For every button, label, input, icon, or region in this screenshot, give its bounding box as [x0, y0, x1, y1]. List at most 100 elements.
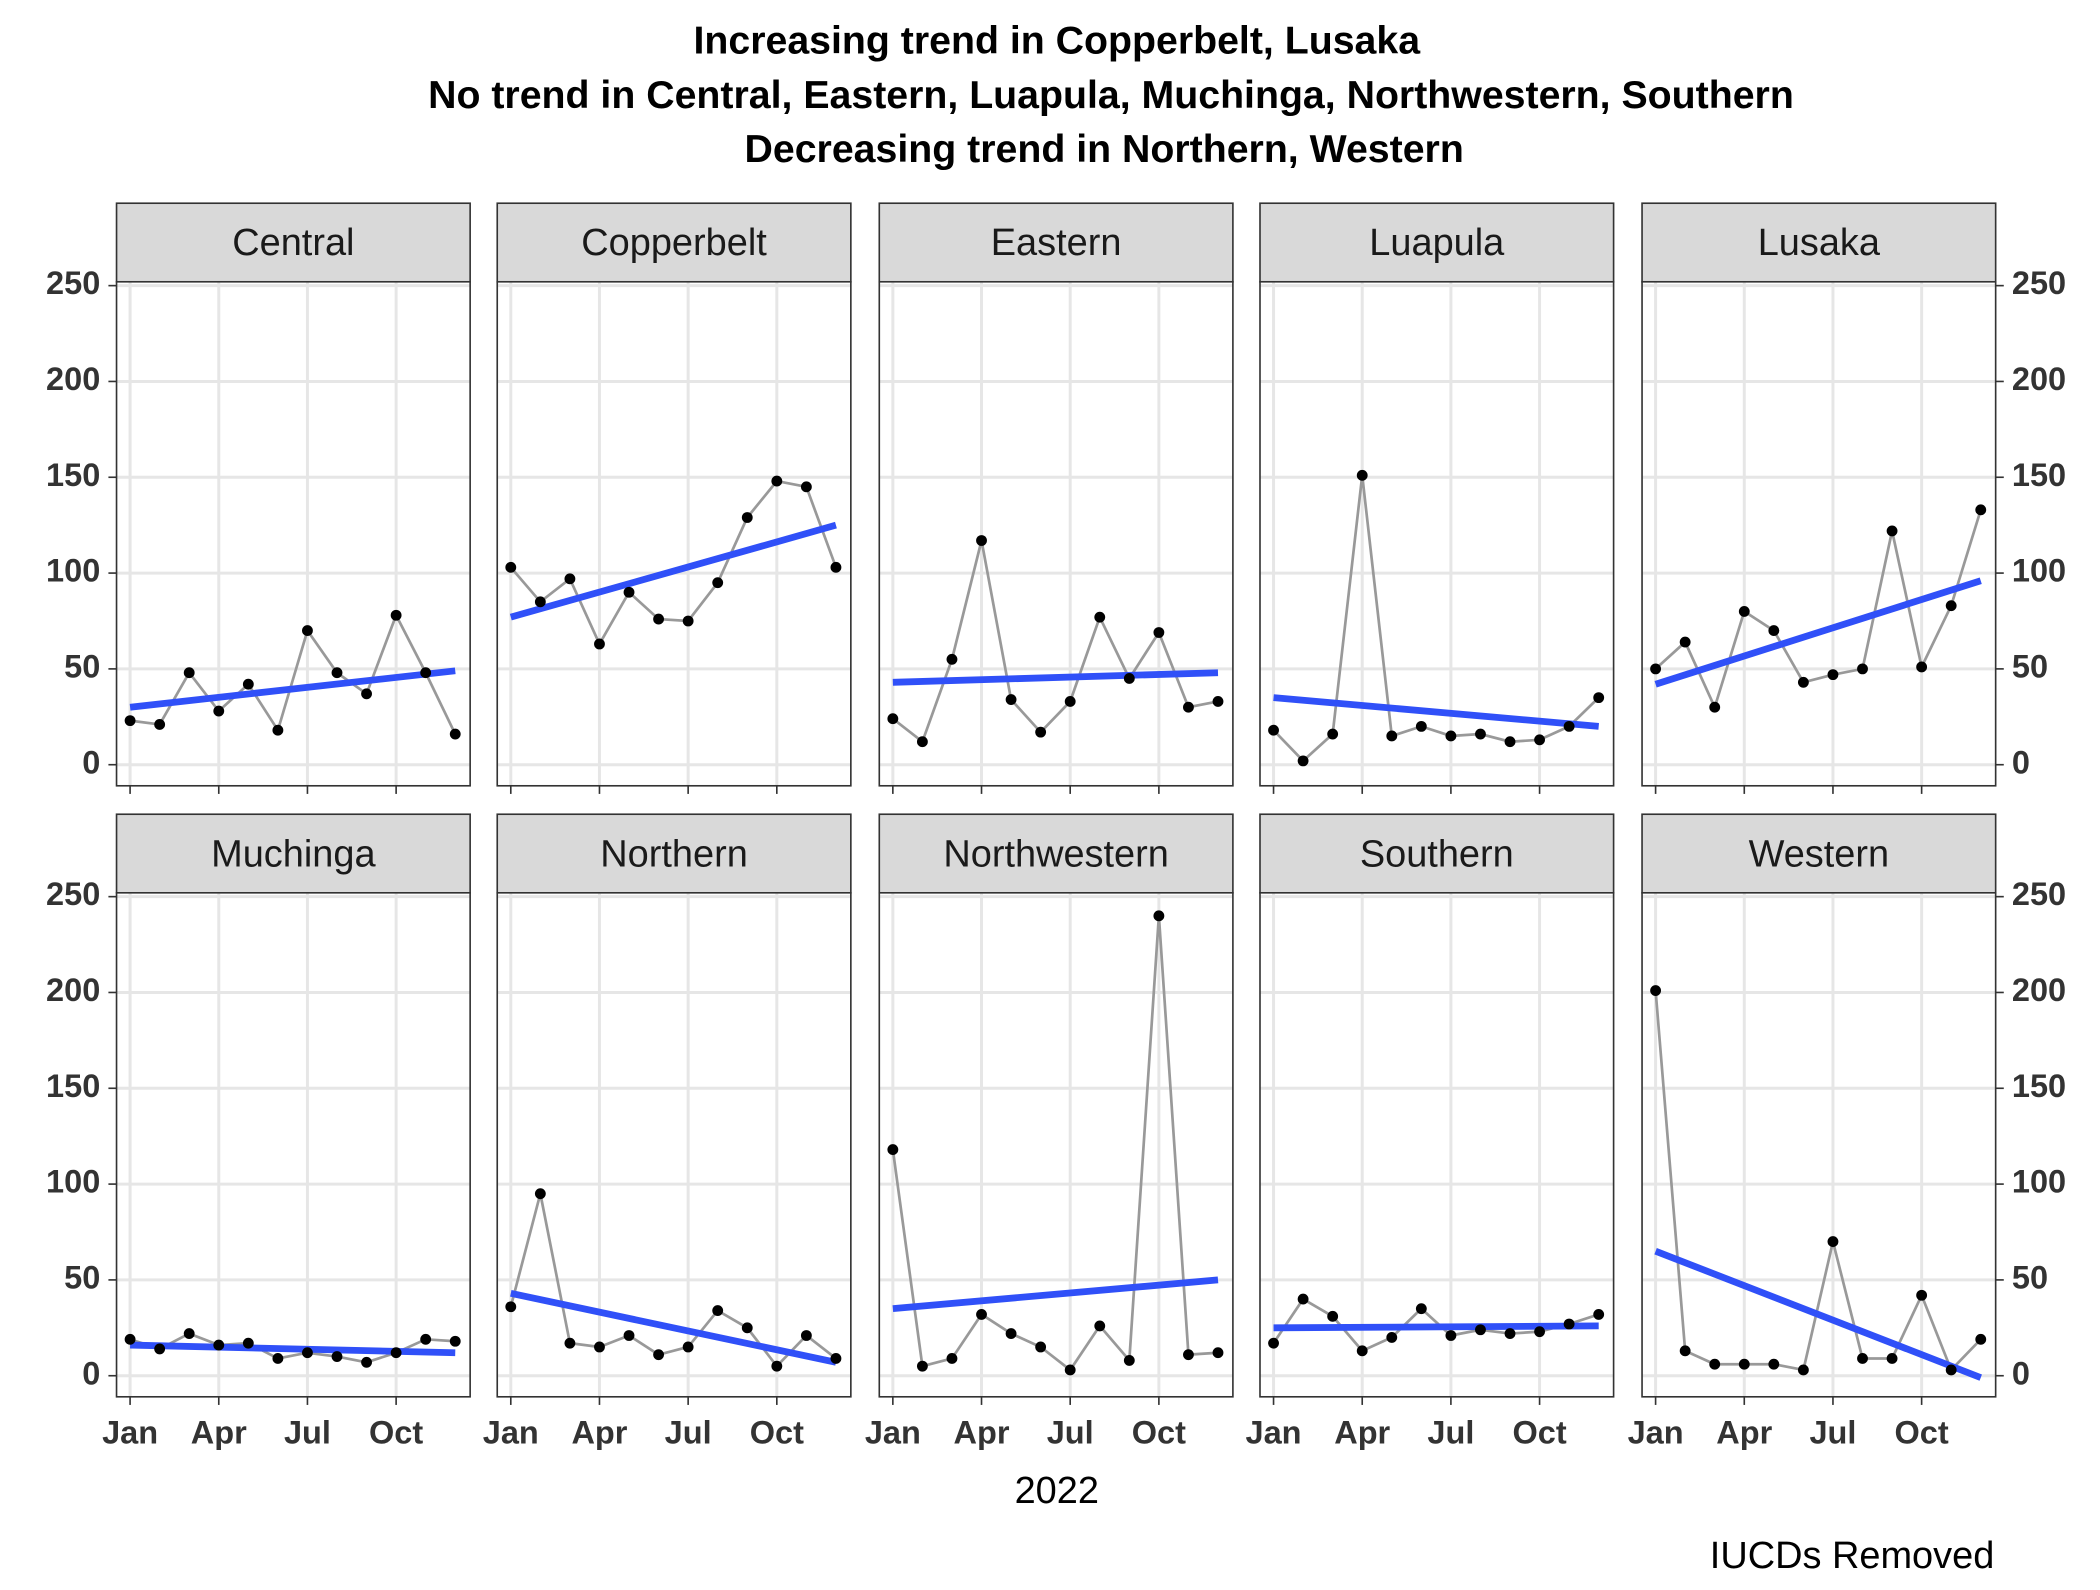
data-point	[331, 667, 343, 679]
data-point	[534, 596, 546, 608]
data-point	[1445, 1330, 1457, 1341]
y-tick-label: 50	[64, 1260, 100, 1296]
data-point	[242, 678, 254, 690]
strip	[496, 813, 852, 894]
data-point	[771, 475, 783, 487]
data-point	[594, 638, 605, 650]
data-point	[361, 688, 372, 700]
strip	[115, 813, 471, 894]
data-point	[976, 1308, 987, 1320]
data-point	[361, 1356, 372, 1368]
y-tick-label: 250	[46, 265, 100, 301]
data-point	[390, 1347, 402, 1359]
data-point	[916, 1360, 928, 1372]
y-tick-label: 0	[82, 744, 100, 780]
data-point	[331, 1351, 343, 1362]
y-tick-label: 150	[46, 1068, 100, 1104]
y-tick-label: 150	[2012, 1068, 2066, 1104]
data-point	[154, 719, 166, 730]
strip-label: Northern	[600, 833, 748, 875]
data-point	[1650, 663, 1662, 675]
panel-border	[1641, 280, 1997, 787]
data-point	[1327, 1310, 1339, 1322]
x-tick-label: Apr	[1716, 1414, 1772, 1450]
data-point	[1916, 1289, 1928, 1301]
data-point	[800, 481, 812, 493]
x-tick-label: Jan	[1246, 1414, 1302, 1450]
y-tick-label: 250	[46, 876, 100, 912]
data-point	[390, 609, 402, 621]
data-point	[1593, 1308, 1605, 1320]
y-tick-label: 0	[2012, 1355, 2030, 1391]
data-point	[1886, 1353, 1898, 1364]
x-tick-label: Jul	[284, 1414, 331, 1450]
panel	[1642, 892, 1996, 1397]
y-tick-label: 100	[46, 1164, 100, 1200]
data-point	[1534, 734, 1545, 746]
y-tick-label: 100	[2012, 1164, 2066, 1200]
data-point	[653, 613, 665, 625]
trend-line	[1654, 577, 1982, 688]
panel-border	[878, 280, 1234, 787]
data-point	[1356, 469, 1368, 481]
panel	[116, 892, 471, 1397]
data-point	[623, 1330, 635, 1341]
data-point	[1886, 525, 1898, 537]
y-tick-label: 150	[46, 457, 100, 493]
data-point	[682, 615, 694, 627]
data-point	[916, 736, 928, 748]
data-point	[272, 724, 284, 736]
data-point	[1945, 1364, 1957, 1376]
panel-border	[878, 892, 1234, 1398]
y-tick-label: 0	[2012, 744, 2030, 780]
data-point	[1183, 1349, 1194, 1361]
data-point	[1475, 1324, 1486, 1336]
data-point	[946, 1353, 958, 1364]
data-point	[1563, 720, 1575, 732]
strip	[1259, 813, 1615, 894]
data-point	[1064, 696, 1076, 707]
data-point	[1827, 669, 1839, 681]
data-point	[1797, 1364, 1809, 1376]
data-point	[682, 1341, 694, 1353]
data-point	[420, 667, 432, 679]
y-tick-label: 100	[2012, 553, 2066, 589]
data-point	[302, 1347, 313, 1359]
panel-border	[1641, 892, 1997, 1398]
trend-line	[1273, 694, 1599, 730]
data-point	[887, 1144, 899, 1156]
data-point	[1679, 1345, 1691, 1357]
panel-border	[115, 892, 471, 1398]
x-tick-label: Oct	[369, 1414, 423, 1450]
data-point	[154, 1343, 166, 1355]
panel	[1259, 892, 1614, 1397]
x-tick-label: Apr	[954, 1414, 1010, 1450]
data-point	[1212, 696, 1224, 707]
data-point	[1738, 1358, 1750, 1370]
data-point	[1945, 600, 1957, 612]
data-point	[1827, 1236, 1839, 1248]
x-tick-label: Jul	[1427, 1414, 1474, 1450]
data-point	[1709, 1358, 1721, 1370]
y-tick-label: 200	[46, 972, 100, 1008]
data-point	[1183, 701, 1194, 713]
data-point	[183, 667, 195, 679]
x-axis-label: 2022	[1015, 1470, 1099, 1512]
x-tick-label: Oct	[750, 1414, 804, 1450]
y-tick-label: 200	[2012, 972, 2066, 1008]
data-point	[653, 1349, 665, 1361]
x-tick-label: Jan	[865, 1414, 921, 1450]
strip-label: Copperbelt	[581, 222, 767, 264]
data-point	[741, 1322, 753, 1334]
data-point	[976, 535, 987, 546]
data-point	[623, 586, 635, 598]
trend-line	[1654, 1248, 1982, 1381]
y-tick-label: 250	[2012, 876, 2066, 912]
data-point	[449, 1335, 461, 1347]
trend-line	[1273, 1322, 1599, 1332]
trend-line	[509, 521, 837, 621]
x-tick-label: Jan	[102, 1414, 158, 1450]
panel	[116, 281, 471, 786]
strip-label: Northwestern	[943, 833, 1169, 875]
data-point	[946, 653, 958, 665]
